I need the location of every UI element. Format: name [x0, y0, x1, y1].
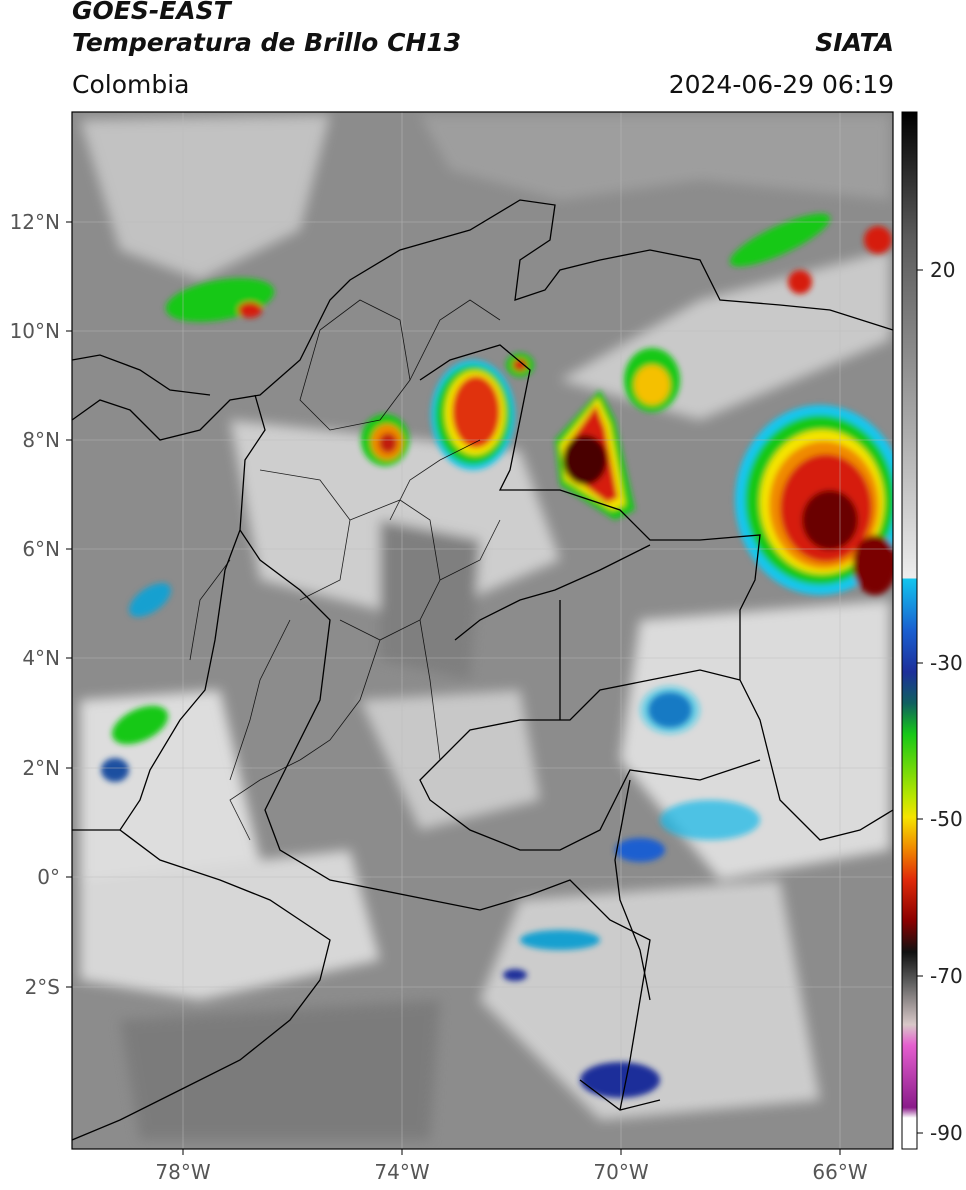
lat-label-10n: 10°N	[9, 319, 60, 343]
lon-label-66w: 66°W	[812, 1160, 868, 1184]
lat-label-8n: 8°N	[22, 428, 60, 452]
colorbar-label-minus90: -90	[930, 1121, 963, 1145]
lat-label-2n: 2°N	[22, 756, 60, 780]
title-satellite: GOES-EAST	[72, 0, 231, 25]
colorbar-label-minus30: -30	[930, 651, 963, 675]
timestamp-label: 2024-06-29 06:19	[668, 70, 894, 99]
lon-label-74w: 74°W	[374, 1160, 430, 1184]
organization-label: SIATA	[815, 28, 894, 57]
colorbar	[901, 111, 918, 1150]
colorbar-label-20: 20	[930, 258, 956, 282]
lat-label-4n: 4°N	[22, 646, 60, 670]
lon-label-78w: 78°W	[155, 1160, 211, 1184]
lon-label-70w: 70°W	[593, 1160, 649, 1184]
colorbar-label-minus70: -70	[930, 964, 963, 988]
lat-label-0: 0°	[37, 865, 60, 889]
lat-label-12n: 12°N	[9, 210, 60, 234]
colorbar-label-minus50: -50	[930, 807, 963, 831]
lat-label-6n: 6°N	[22, 537, 60, 561]
lat-label-2s: 2°S	[24, 975, 60, 999]
title-product: Temperatura de Brillo CH13	[72, 28, 462, 57]
region-label: Colombia	[72, 70, 190, 99]
